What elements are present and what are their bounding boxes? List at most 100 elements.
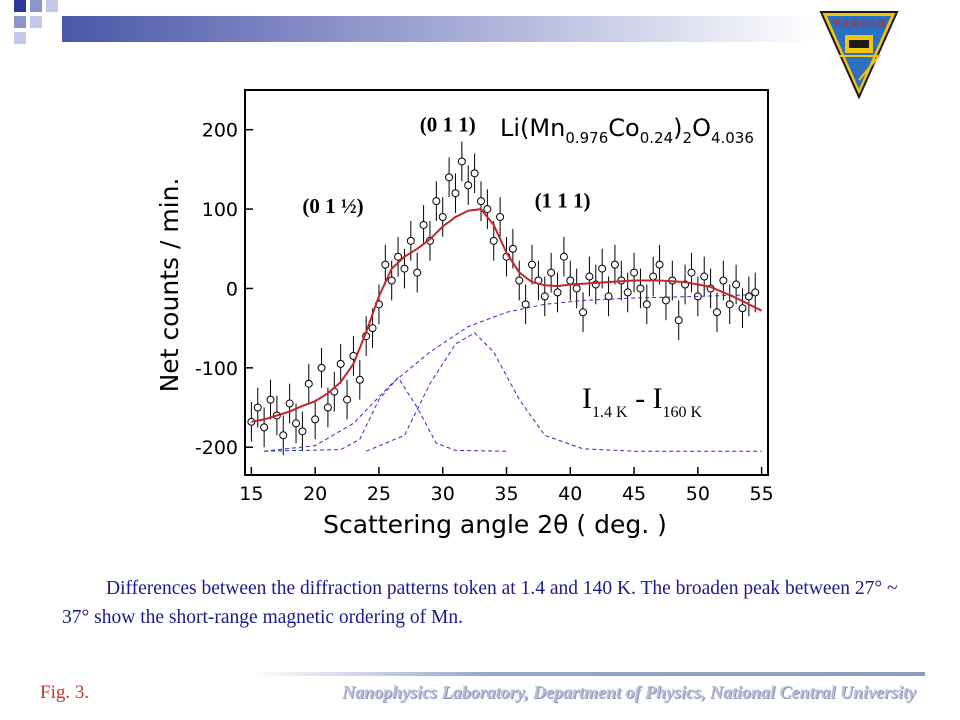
y-axis-label: Net counts / min. [155, 178, 184, 393]
data-point [585, 272, 594, 281]
data-point [400, 264, 409, 273]
peak-annotation: (0 1 ½) [302, 194, 363, 218]
curve-background [264, 294, 749, 452]
data-point [343, 395, 352, 404]
data-point [725, 300, 734, 309]
data-point [298, 427, 307, 436]
data-point [394, 252, 403, 261]
y-tick-label: 200 [202, 120, 238, 142]
formula-co: Co [608, 114, 639, 142]
seal-text: 學大央中立國 [832, 18, 886, 30]
data-point [260, 423, 269, 432]
x-tick-label: 45 [622, 483, 646, 505]
data-point [661, 296, 670, 305]
x-tick-label: 25 [367, 483, 391, 505]
data-point [279, 431, 288, 440]
data-point [515, 276, 524, 285]
data-point [649, 272, 658, 281]
data-point [579, 308, 588, 317]
formula-o: O [692, 114, 711, 142]
data-point [445, 173, 454, 182]
data-point [470, 169, 479, 178]
x-tick-label: 15 [239, 483, 263, 505]
difference-i: I [582, 382, 592, 415]
data-point [476, 197, 485, 206]
data-point [432, 197, 441, 206]
x-axis-label: Scattering angle 2θ ( deg. ) [323, 510, 667, 539]
peak-annotation: (0 1 1) [420, 112, 476, 136]
data-point [712, 308, 721, 317]
data-point [630, 268, 639, 277]
compound-formula: Li(Mn0.976Co0.24)2O4.036 [500, 114, 754, 147]
data-point [559, 252, 568, 261]
data-point [598, 264, 607, 273]
data-point [489, 236, 498, 245]
data-point [317, 363, 326, 372]
data-point [508, 244, 517, 253]
footer-lab-name: Nanophysics Laboratory, Department of Ph… [342, 682, 916, 702]
data-point [266, 395, 275, 404]
formula-sub-co: 0.24 [640, 129, 673, 147]
difference-sub1: 1.4 K [592, 404, 628, 421]
data-point [292, 419, 301, 428]
data-point [457, 157, 466, 166]
data-point [304, 379, 313, 388]
data-point [311, 415, 320, 424]
data-point [700, 272, 709, 281]
formula-sub-o: 4.036 [711, 129, 754, 147]
data-point [323, 403, 332, 412]
x-tick-label: 50 [686, 483, 710, 505]
difference-minus: - I [628, 382, 663, 415]
formula-close: ) [673, 114, 682, 142]
data-point [355, 375, 364, 384]
data-point [496, 213, 505, 222]
figure-label: Fig. 3. [40, 682, 90, 703]
diffraction-chart: 15 20 25 30 35 40 45 50 55 -200 -100 0 100 200 (0 1 ½)… [155, 89, 774, 539]
data-point [719, 276, 728, 285]
university-seal-icon: 學大央中立國 [819, 11, 899, 100]
data-point [636, 284, 645, 293]
y-tick-label: 0 [226, 278, 238, 300]
data-point [572, 284, 581, 293]
curve-peak-011 [366, 332, 762, 452]
data-point [368, 324, 377, 333]
data-point [483, 205, 492, 214]
data-point [387, 276, 396, 285]
y-tick-label: -200 [195, 437, 238, 459]
x-tick-label: 30 [431, 483, 455, 505]
data-point [674, 316, 683, 325]
data-point [413, 268, 422, 277]
data-point [253, 403, 262, 412]
data-point [623, 288, 632, 297]
data-point [553, 288, 562, 297]
data-point [451, 189, 460, 198]
x-tick-label: 20 [303, 483, 327, 505]
data-point [521, 300, 530, 309]
formula-sub-mn: 0.976 [565, 129, 608, 147]
y-tick-label: -100 [195, 358, 238, 380]
formula-sub-2: 2 [683, 129, 693, 147]
data-point [566, 276, 575, 285]
curve-fit [251, 208, 763, 423]
x-tick-label: 40 [558, 483, 582, 505]
y-tick-label: 100 [202, 199, 238, 221]
data-point [687, 268, 696, 277]
data-point [540, 292, 549, 301]
data-point [464, 181, 473, 190]
difference-sub2: 160 K [663, 404, 703, 421]
x-tick-label: 55 [750, 483, 774, 505]
figure-caption: Differences between the diffraction patt… [62, 578, 898, 628]
data-point [744, 292, 753, 301]
data-point [732, 280, 741, 289]
data-point [336, 359, 345, 368]
title-decoration-bar [14, 0, 818, 44]
difference-label: I1.4 K - I160 K [582, 382, 703, 421]
data-point [751, 288, 760, 297]
formula-base: Li(Mn [500, 114, 565, 142]
data-point [655, 260, 664, 269]
chart-marks: 15 20 25 30 35 40 45 50 55 -200 -100 0 100 200 (0 1 ½)… [195, 89, 774, 505]
data-point [547, 268, 556, 277]
data-point [285, 399, 294, 408]
data-point [642, 300, 651, 309]
curve-peak-half [264, 376, 507, 452]
